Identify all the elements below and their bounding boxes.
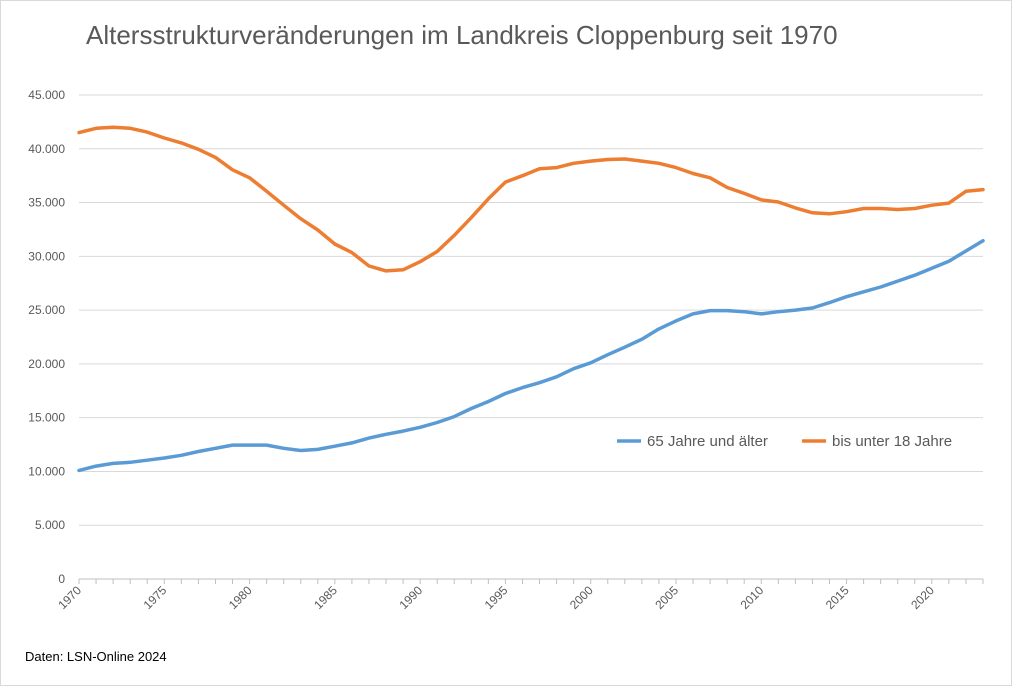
x-tick-label: 1970 bbox=[55, 583, 84, 612]
legend-label: bis unter 18 Jahre bbox=[832, 433, 952, 450]
y-tick-label: 45.000 bbox=[28, 88, 65, 102]
x-tick-label: 2010 bbox=[738, 583, 767, 612]
y-tick-label: 40.000 bbox=[28, 142, 65, 156]
x-tick-label: 2015 bbox=[823, 583, 852, 612]
series-line-0 bbox=[77, 238, 985, 473]
x-tick-label: 2020 bbox=[908, 583, 937, 612]
x-tick-label: 1990 bbox=[396, 583, 425, 612]
y-tick-label: 5.000 bbox=[35, 518, 65, 532]
y-tick-label: 35.000 bbox=[28, 196, 65, 210]
y-tick-label: 15.000 bbox=[28, 411, 65, 425]
y-tick-label: 30.000 bbox=[28, 249, 65, 263]
x-tick-label: 1995 bbox=[482, 583, 511, 612]
x-tick-label: 2000 bbox=[567, 583, 596, 612]
x-tick-label: 2005 bbox=[652, 583, 681, 612]
source-note: Daten: LSN-Online 2024 bbox=[25, 649, 167, 664]
y-tick-label: 0 bbox=[58, 572, 65, 586]
y-tick-label: 20.000 bbox=[28, 357, 65, 371]
x-tick-label: 1975 bbox=[141, 583, 170, 612]
x-tick-label: 1985 bbox=[311, 583, 340, 612]
chart-title: Altersstrukturveränderungen im Landkreis… bbox=[86, 20, 838, 50]
y-tick-label: 25.000 bbox=[28, 303, 65, 317]
legend-label: 65 Jahre und älter bbox=[647, 433, 768, 450]
y-tick-label: 10.000 bbox=[28, 464, 65, 478]
series-line-1 bbox=[77, 125, 985, 273]
x-tick-label: 1980 bbox=[226, 583, 255, 612]
